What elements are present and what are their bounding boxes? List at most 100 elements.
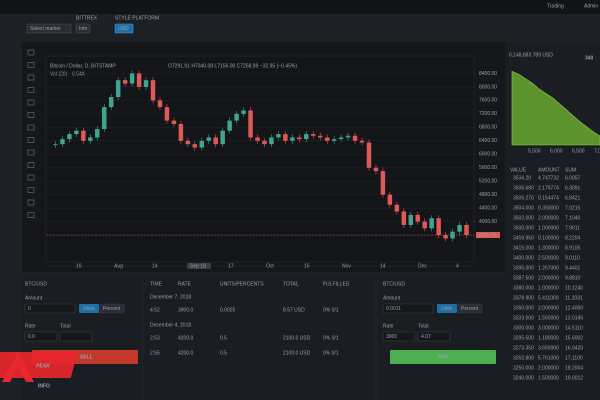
x-tick-label: Dec — [418, 263, 427, 269]
candle — [164, 107, 170, 121]
table-cell: 9.8810 — [565, 275, 581, 281]
table-cell: 3505.270 — [513, 195, 534, 201]
nav-item: Admin — [584, 3, 598, 9]
candle — [408, 214, 414, 225]
candle — [366, 142, 372, 168]
tool-icon[interactable] — [27, 112, 35, 118]
table-cell: 9.4401 — [565, 265, 581, 271]
candle — [345, 135, 351, 138]
table-cell: 3295.500 — [513, 335, 534, 341]
candle — [269, 137, 274, 145]
candle — [129, 73, 135, 84]
table-cell: 4.747732 — [538, 175, 559, 181]
input[interactable] — [417, 331, 451, 342]
percent-button[interactable] — [99, 303, 125, 314]
tool-icon[interactable] — [27, 49, 35, 56]
y-tick-label: 8400.00 — [479, 71, 497, 77]
candle — [324, 137, 330, 141]
candle — [157, 100, 163, 108]
units-button[interactable] — [79, 304, 99, 313]
candle — [276, 134, 281, 138]
table-header: RATE — [178, 281, 192, 287]
submit-button[interactable] — [390, 350, 496, 364]
tool-icon[interactable] — [27, 87, 35, 93]
candle — [143, 80, 149, 87]
depth-x-label: 5,500 — [528, 148, 541, 154]
tool-icon[interactable] — [27, 74, 35, 81]
candle — [283, 134, 288, 141]
input[interactable] — [59, 331, 93, 342]
candle — [122, 80, 128, 84]
tool-icon[interactable] — [27, 199, 35, 206]
candle — [311, 134, 316, 136]
candle — [248, 110, 253, 138]
input[interactable] — [24, 331, 58, 342]
table-cell: 8.2204 — [565, 235, 581, 241]
candle — [338, 137, 344, 140]
tool-icon[interactable] — [27, 62, 35, 68]
table-cell: 3378.900 — [513, 295, 534, 301]
order-date: December 7, 2018 — [150, 294, 191, 300]
tool-icon[interactable] — [27, 187, 35, 193]
candle — [241, 110, 246, 114]
candle — [234, 113, 239, 121]
logo-sub: INFO — [38, 383, 50, 389]
table-cell: 3506.680 — [513, 185, 534, 191]
table-cell: 7.9011 — [565, 225, 580, 231]
table-cell: 12.4050 — [565, 305, 583, 311]
tool-icon[interactable] — [27, 162, 35, 168]
input[interactable] — [382, 303, 434, 314]
select[interactable] — [75, 23, 91, 34]
table-cell: 3240.000 — [513, 375, 534, 381]
table-cell: 0.100000 — [538, 235, 559, 241]
table-header: VALUE — [510, 167, 527, 173]
candle — [115, 80, 121, 98]
input-text: 4.07 — [421, 334, 431, 340]
table-cell: 13.0145 — [565, 315, 583, 321]
tool-icon[interactable] — [27, 124, 35, 131]
select-text: Info — [79, 26, 88, 32]
select-text: Select market — [30, 26, 61, 32]
units-button[interactable] — [437, 304, 457, 313]
input[interactable] — [24, 303, 76, 314]
toggle[interactable] — [114, 23, 134, 34]
logo-name: PEAK — [36, 363, 50, 369]
candle — [422, 221, 427, 229]
y-tick-label: 4000.00 — [479, 219, 497, 225]
candle — [352, 135, 358, 141]
candle — [136, 73, 142, 87]
candle — [394, 204, 400, 212]
table-cell: 2.000000 — [538, 365, 559, 371]
button-text: SELL — [80, 354, 93, 360]
candle — [387, 194, 393, 205]
label: BITTREX — [76, 15, 98, 21]
select[interactable] — [26, 23, 72, 34]
form-label: Amount — [383, 295, 401, 301]
x-tick-label: 15 — [304, 263, 310, 269]
tool-icon[interactable] — [27, 149, 35, 156]
form-label: Total — [418, 323, 429, 329]
table-header: UNITS/PERCENTS — [220, 281, 264, 287]
x-tick-label: 16 — [76, 263, 82, 269]
depth-area — [511, 70, 600, 146]
tool-icon[interactable] — [27, 174, 35, 181]
button-text: Units — [83, 306, 95, 312]
tool-icon[interactable] — [27, 99, 35, 106]
candle — [297, 137, 302, 140]
tool-icon[interactable] — [27, 137, 35, 143]
input[interactable] — [382, 331, 416, 342]
y-tick-label: 6400.00 — [479, 138, 497, 144]
percent-button[interactable] — [457, 303, 483, 314]
table-cell: 3300.000 — [513, 325, 534, 331]
tool-icon[interactable] — [27, 212, 35, 218]
last-price: 3616.76 — [478, 232, 496, 238]
depth-value: 340 — [585, 55, 594, 61]
table-cell: 16.0420 — [565, 345, 583, 351]
form-title: BTC/USD — [383, 281, 405, 287]
table-cell: 7.1040 — [565, 215, 581, 221]
table-header: TOTAL — [283, 281, 299, 287]
candle — [185, 140, 191, 145]
order-date: December 4, 2018 — [150, 322, 191, 328]
depth-x-label: 6,000 — [550, 148, 563, 154]
candle — [171, 120, 177, 124]
